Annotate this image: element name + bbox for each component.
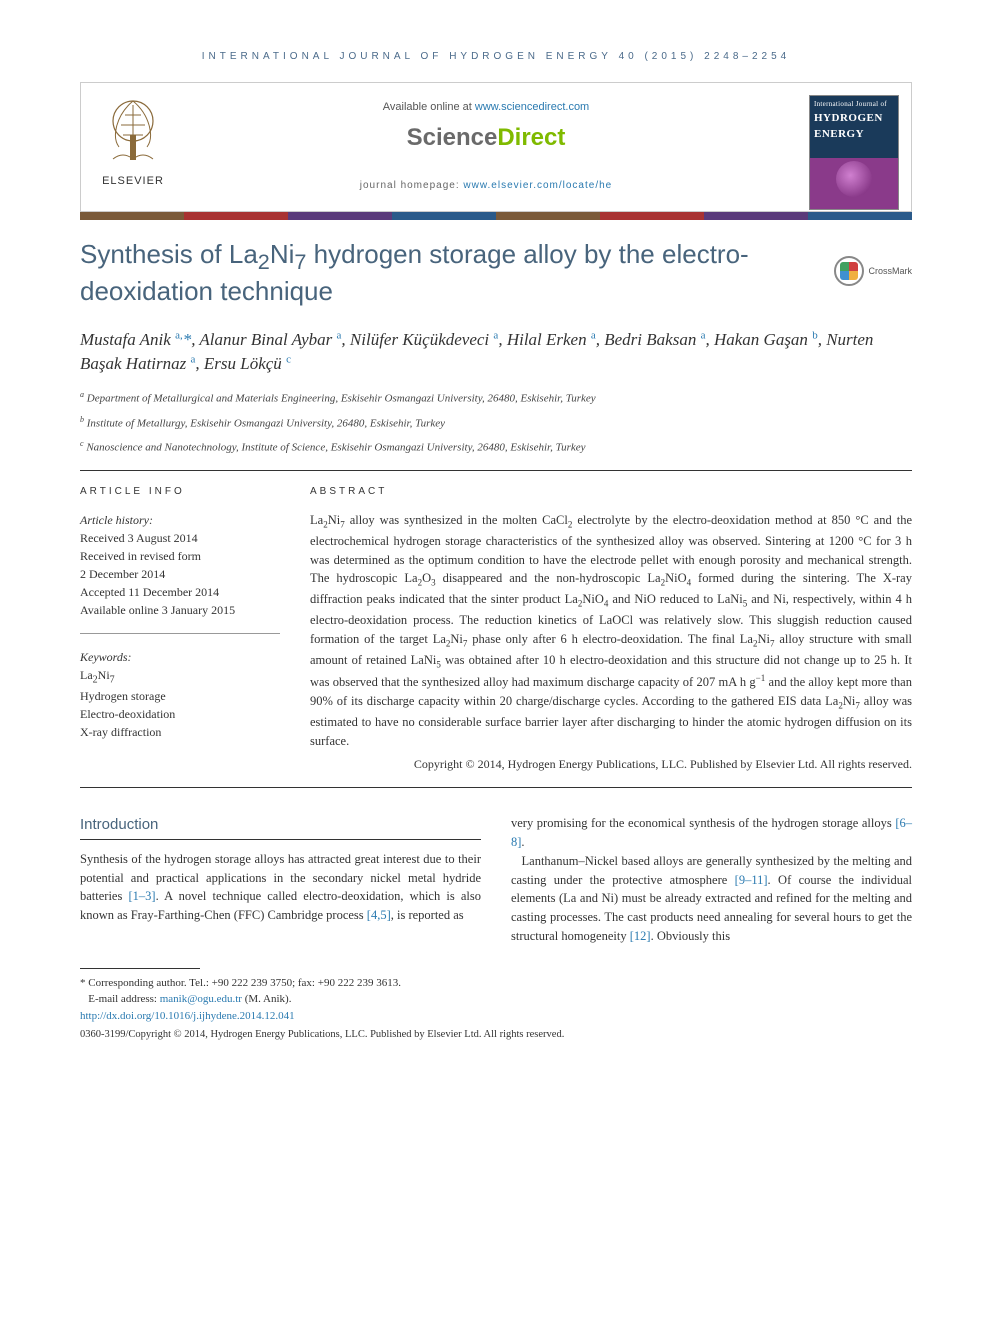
crossmark-label: CrossMark (868, 265, 912, 278)
available-prefix: Available online at (383, 101, 475, 113)
journal-citation-header: INTERNATIONAL JOURNAL OF HYDROGEN ENERGY… (80, 50, 912, 64)
abstract-text: La2Ni7 alloy was synthesized in the molt… (310, 511, 912, 751)
article-info-column: ARTICLE INFO Article history: Received 3… (80, 485, 280, 773)
keywords-label: Keywords: (80, 648, 280, 666)
email-label: E-mail address: (88, 993, 159, 1005)
abstract-copyright: Copyright © 2014, Hydrogen Energy Public… (310, 756, 912, 773)
body-left-column: Introduction Synthesis of the hydrogen s… (80, 814, 481, 945)
intro-paragraph-left: Synthesis of the hydrogen storage alloys… (80, 850, 481, 925)
affiliation-line: a Department of Metallurgical and Materi… (80, 389, 912, 407)
article-history-label: Article history: (80, 511, 280, 529)
keyword-item: Electro-deoxidation (80, 705, 280, 723)
article-info-label: ARTICLE INFO (80, 485, 280, 499)
history-line: 2 December 2014 (80, 565, 280, 583)
sd-logo-right: Direct (497, 124, 565, 151)
elsevier-wordmark: ELSEVIER (93, 174, 173, 189)
corr-author-line: * Corresponding author. Tel.: +90 222 23… (80, 975, 912, 992)
available-online-text: Available online at www.sciencedirect.co… (191, 97, 781, 115)
issn-copyright-line: 0360-3199/Copyright © 2014, Hydrogen Ene… (80, 1028, 912, 1043)
journal-homepage-text: journal homepage: www.elsevier.com/locat… (191, 179, 781, 193)
divider-rule (80, 787, 912, 788)
body-right-column: very promising for the economical synthe… (511, 814, 912, 945)
keyword-item: La2Ni7 (80, 666, 280, 687)
doi-link[interactable]: http://dx.doi.org/10.1016/j.ijhydene.201… (80, 1010, 295, 1022)
cover-title-1: HYDROGEN (814, 111, 894, 126)
corresponding-author-footnote: * Corresponding author. Tel.: +90 222 23… (80, 975, 912, 1025)
info-divider (80, 633, 280, 634)
intro-paragraph-right: very promising for the economical synthe… (511, 814, 912, 945)
cover-title-2: ENERGY (814, 127, 894, 142)
decorative-color-bar (80, 212, 912, 220)
sciencedirect-link[interactable]: www.sciencedirect.com (475, 101, 589, 113)
abstract-label: ABSTRACT (310, 485, 912, 499)
history-line: Received 3 August 2014 (80, 529, 280, 547)
sd-logo-left: Science (407, 124, 498, 151)
affiliation-line: b Institute of Metallurgy, Eskisehir Osm… (80, 414, 912, 432)
affiliations-block: a Department of Metallurgical and Materi… (80, 389, 912, 455)
article-title: Synthesis of La2Ni7 hydrogen storage all… (80, 238, 822, 308)
author-list: Mustafa Anik a,*, Alanur Binal Aybar a, … (80, 328, 912, 376)
cover-subtitle: International Journal of (814, 100, 894, 110)
keywords-list: La2Ni7Hydrogen storageElectro-deoxidatio… (80, 666, 280, 741)
history-line: Available online 3 January 2015 (80, 601, 280, 619)
elsevier-tree-icon (103, 95, 163, 165)
homepage-prefix: journal homepage: (360, 180, 464, 191)
history-line: Accepted 11 December 2014 (80, 583, 280, 601)
publisher-banner: ELSEVIER Available online at www.science… (80, 82, 912, 212)
author-email-link[interactable]: manik@ogu.edu.tr (160, 993, 242, 1005)
cover-graphic-icon (836, 161, 872, 197)
intro-underline (80, 839, 481, 840)
email-suffix: (M. Anik). (242, 993, 292, 1005)
divider-rule (80, 470, 912, 471)
journal-cover-thumbnail: International Journal of HYDROGEN ENERGY (809, 95, 899, 210)
affiliation-line: c Nanoscience and Nanotechnology, Instit… (80, 438, 912, 456)
history-line: Received in revised form (80, 547, 280, 565)
keyword-item: Hydrogen storage (80, 687, 280, 705)
keyword-item: X-ray diffraction (80, 723, 280, 741)
abstract-column: ABSTRACT La2Ni7 alloy was synthesized in… (310, 485, 912, 773)
introduction-heading: Introduction (80, 814, 481, 837)
crossmark-icon (834, 256, 864, 286)
elsevier-logo: ELSEVIER (93, 95, 173, 190)
sciencedirect-logo: ScienceDirect (191, 121, 781, 155)
journal-homepage-link[interactable]: www.elsevier.com/locate/he (463, 180, 612, 191)
footnote-separator (80, 968, 200, 969)
crossmark-badge[interactable]: CrossMark (834, 256, 912, 286)
article-history-dates: Received 3 August 2014Received in revise… (80, 529, 280, 619)
